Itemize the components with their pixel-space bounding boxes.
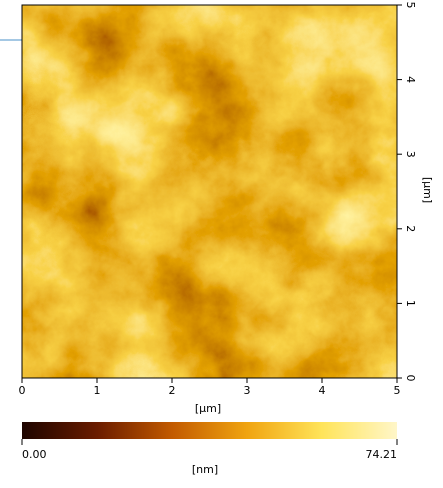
y-tick-label: 3 [404, 151, 417, 158]
y-tick-label: 0 [404, 375, 417, 382]
y-axis-label: [μm] [421, 177, 434, 203]
y-tick-label: 4 [404, 76, 417, 83]
afm-image [22, 5, 397, 378]
x-tick-label: 3 [244, 384, 251, 397]
y-tick-label: 2 [404, 225, 417, 232]
x-axis-label: [μm] [195, 402, 221, 415]
x-tick-label: 0 [19, 384, 26, 397]
y-tick-label: 1 [404, 300, 417, 307]
colorbar-tick-label: 0.00 [22, 448, 47, 461]
x-tick-label: 4 [319, 384, 326, 397]
x-tick-label: 1 [94, 384, 101, 397]
x-tick-label: 5 [394, 384, 401, 397]
colorbar [22, 422, 397, 439]
colorbar-tick-label: 74.21 [366, 448, 398, 461]
plot-frame [21, 4, 398, 379]
x-tick-label: 2 [169, 384, 176, 397]
colorbar-label: [nm] [192, 463, 218, 476]
y-tick-label: 5 [404, 2, 417, 9]
